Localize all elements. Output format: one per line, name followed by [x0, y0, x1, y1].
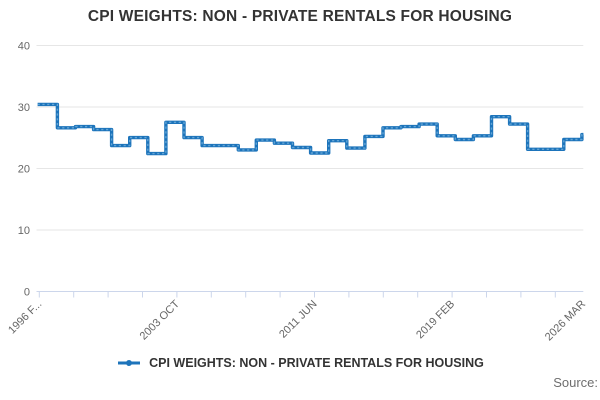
plot-area: 40 30 20 10 0 1996 F... 2003 OCT 2011 JU…	[6, 41, 588, 344]
gridlines	[36, 45, 584, 231]
y-tick-label: 0	[24, 287, 30, 299]
x-tick-label: 2026 MAR	[543, 298, 588, 343]
legend-line-marker-icon	[118, 360, 141, 366]
x-tick-label: 1996 F...	[6, 298, 44, 336]
legend-item[interactable]: CPI WEIGHTS: NON - PRIVATE RENTALS FOR H…	[0, 356, 600, 370]
x-axis-labels: 1996 F... 2003 OCT 2011 JUN 2019 FEB 202…	[6, 298, 588, 343]
y-tick-label: 30	[18, 102, 30, 114]
x-tick-label: 2019 FEB	[414, 298, 457, 341]
x-ticks	[38, 291, 556, 298]
y-tick-label: 10	[18, 225, 30, 237]
source-label: Source:	[553, 375, 598, 390]
y-tick-label: 20	[18, 164, 30, 176]
series-group	[37, 102, 584, 156]
y-tick-label: 40	[18, 41, 30, 53]
series-marker-texture	[37, 103, 584, 155]
x-tick-label: 2011 JUN	[277, 298, 320, 341]
x-tick-label: 2003 OCT	[138, 298, 183, 343]
legend-label: CPI WEIGHTS: NON - PRIVATE RENTALS FOR H…	[149, 356, 484, 370]
y-axis-labels: 40 30 20 10 0	[18, 41, 30, 299]
chart-title: CPI WEIGHTS: NON - PRIVATE RENTALS FOR H…	[87, 8, 513, 25]
